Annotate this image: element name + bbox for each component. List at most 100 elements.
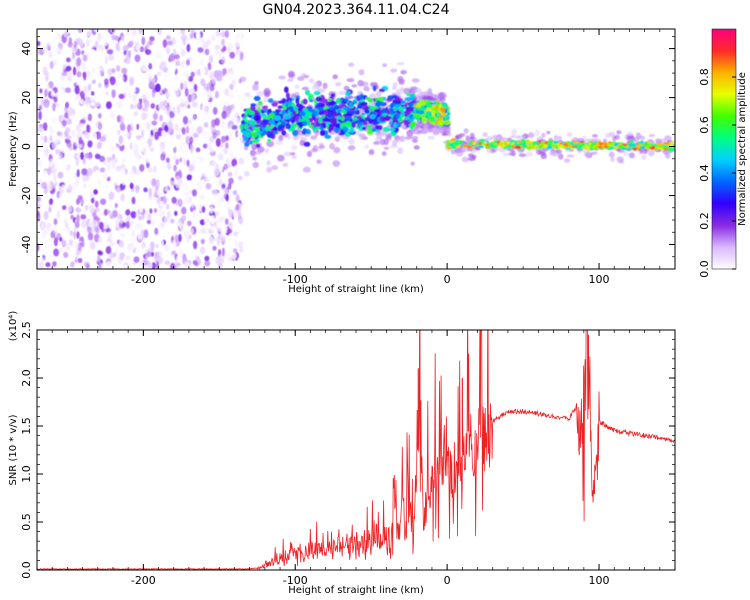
y-tick-label: -20 <box>20 187 33 205</box>
spectrogram-cell <box>235 203 240 212</box>
spectrogram-cell <box>190 202 195 208</box>
spectrogram-cell <box>100 198 107 205</box>
spectrogram-cell <box>228 129 233 138</box>
spectrogram-cell <box>411 78 420 83</box>
spectrogram-cell <box>175 158 179 166</box>
spectrogram-cell <box>131 29 137 37</box>
spectrogram-cell <box>118 135 124 145</box>
spectrogram-cell <box>178 233 182 243</box>
spectrogram-cell <box>200 238 205 245</box>
spectrogram-cell <box>151 120 158 126</box>
x-tick-label: -200 <box>131 574 156 587</box>
spectrogram-cell <box>186 174 193 181</box>
spectrogram-cell <box>454 148 461 153</box>
spectrogram-cell <box>166 86 171 92</box>
spectrogram-cell <box>278 134 284 142</box>
spectrogram-cell <box>172 108 177 115</box>
spectrogram-cell <box>78 262 83 269</box>
spectrogram-cell <box>105 101 112 110</box>
spectrogram-cell <box>181 216 187 222</box>
spectrogram-cell <box>122 45 129 53</box>
spectrogram-cell <box>95 131 102 140</box>
snr-background <box>37 330 675 570</box>
spectrogram-cell <box>187 220 192 227</box>
spectrogram-cell <box>146 42 150 48</box>
spectrogram-cell <box>566 140 571 144</box>
spectrogram-cell <box>130 103 135 110</box>
spectrogram-cell <box>98 122 103 131</box>
spectrogram-cell <box>234 42 240 48</box>
spectrogram-cell <box>221 183 226 189</box>
spectrogram-cell <box>94 225 99 231</box>
spectrogram-cell <box>566 154 575 158</box>
spectrogram-cell <box>77 143 83 149</box>
spectrogram-cell <box>383 146 390 150</box>
spectrogram-cell <box>283 114 291 120</box>
spectrogram-cell <box>109 240 116 247</box>
spectrogram-cell <box>90 101 96 107</box>
spectrogram-cell <box>407 106 415 112</box>
spectrogram-cell <box>52 261 57 267</box>
spectrogram-cell <box>74 138 79 146</box>
spectrogram-cell <box>312 110 318 116</box>
spectrogram-cell <box>663 147 669 151</box>
spectrogram-cell <box>502 152 509 157</box>
spectrogram-cell <box>351 84 358 88</box>
spectrogram-cell <box>51 37 57 44</box>
spectrogram-cell <box>609 131 615 137</box>
spectrogram-cell <box>129 168 135 177</box>
snr-y-axis-label: SNR (10 * v/v) <box>8 414 19 485</box>
spectrogram-cell <box>206 142 213 151</box>
spectrogram-cell <box>77 195 83 200</box>
spectrogram-cell <box>184 197 191 205</box>
spectrogram-cell <box>75 158 80 166</box>
spectrogram-cell <box>51 141 58 150</box>
spectrogram-cell <box>468 140 474 143</box>
spectrogram-cell <box>66 57 71 63</box>
spectrogram-cell <box>235 103 240 111</box>
spectrogram-cell <box>131 196 136 205</box>
spectrogram-cell <box>617 145 624 149</box>
spectrogram-cell <box>180 82 184 91</box>
spectrogram-cell <box>88 157 93 163</box>
spectrogram-cell <box>87 226 92 234</box>
spectrogram-cell <box>70 214 75 220</box>
spectrogram-cell <box>93 189 98 195</box>
spectrogram-cell <box>80 219 87 229</box>
spectrogram-cell <box>201 205 206 213</box>
spectrogram-cell <box>215 256 221 265</box>
spectrogram-cell <box>518 135 525 140</box>
spectrogram-cell <box>165 91 170 100</box>
spectrogram-cell <box>51 90 55 97</box>
spectrogram-cell <box>156 71 162 77</box>
spectrogram-cell <box>226 156 233 164</box>
spectrogram-cell <box>166 210 171 219</box>
spectrogram-cell <box>181 206 187 215</box>
spectrogram-cell <box>309 117 314 123</box>
spectrogram-cell <box>176 91 180 98</box>
x-tick-label: 0 <box>444 574 451 587</box>
spectrogram-cell <box>58 114 63 124</box>
spectrogram-cell <box>168 180 175 190</box>
spectrogram-cell <box>173 29 178 33</box>
spectrogram-cell <box>100 44 104 53</box>
colorbar-tick-label: 0.8 <box>698 68 711 86</box>
spectrogram-cell <box>54 148 61 155</box>
spectrogram-cell <box>608 151 615 158</box>
spectrogram-cell <box>103 208 108 216</box>
spectrogram-cell <box>621 147 627 151</box>
spectrogram-cell <box>547 143 553 147</box>
spectrogram-cell <box>44 252 49 257</box>
spectrogram-cell <box>104 186 109 193</box>
spectrogram-cell <box>526 140 531 144</box>
spectrogram-cell <box>147 166 153 173</box>
colorbar-tick-label: 0.4 <box>698 164 711 182</box>
spectrogram-cell <box>282 162 289 167</box>
spectrogram-cell <box>52 117 56 124</box>
spectrogram-cell <box>191 159 197 166</box>
spectrogram-cell <box>669 148 675 152</box>
spectrogram-cell <box>181 143 186 153</box>
spectrogram-cell <box>299 111 306 117</box>
spectrogram-cell <box>122 124 126 131</box>
